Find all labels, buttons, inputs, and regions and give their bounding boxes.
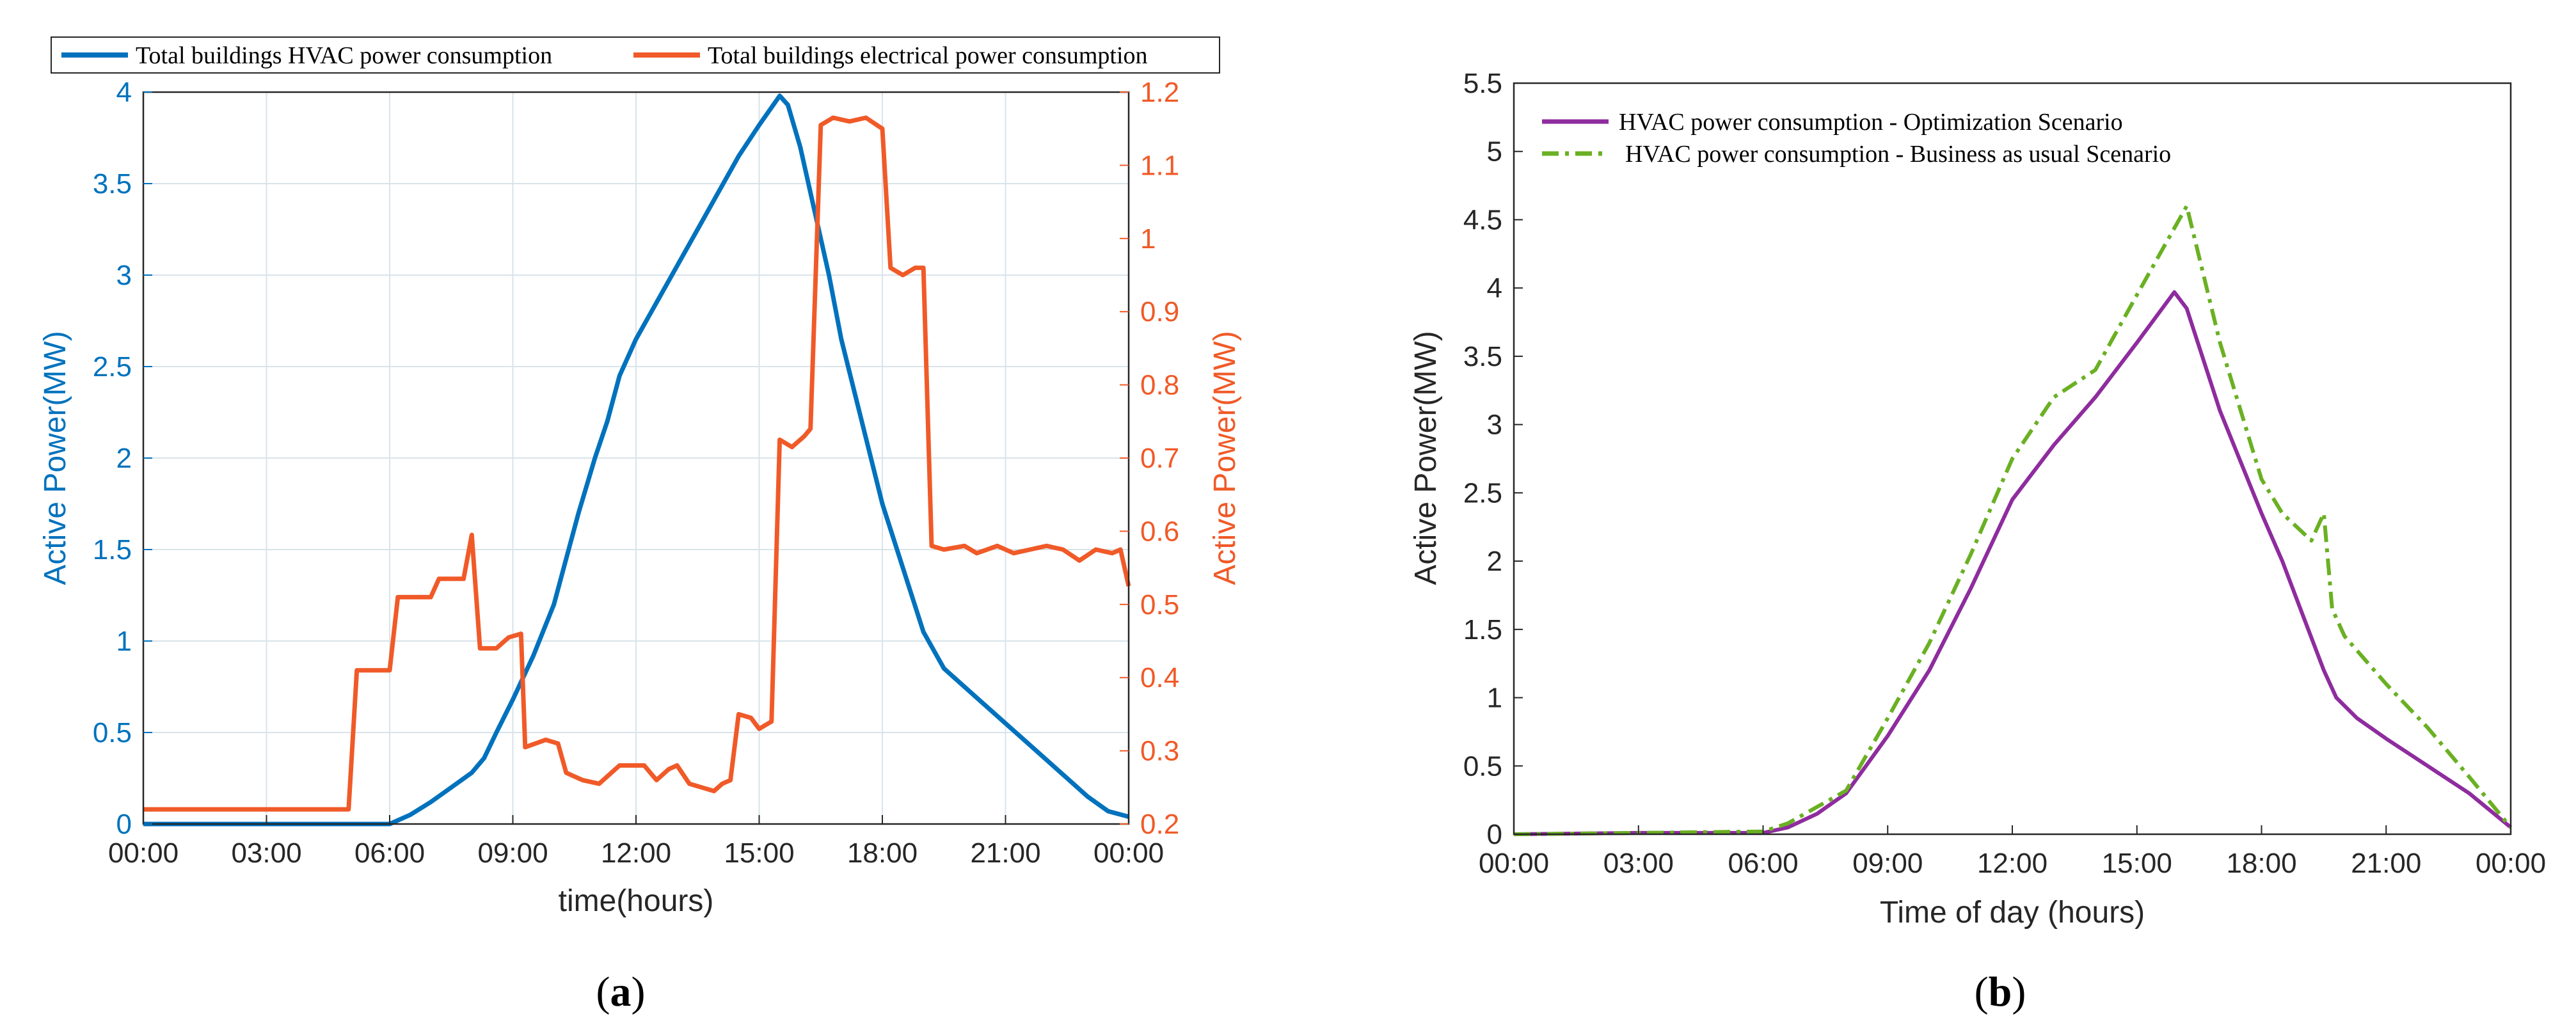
panel-a-x-tick-label: 12:00 <box>601 837 671 869</box>
legend-label-hvac: Total buildings HVAC power consumption <box>136 42 552 69</box>
panel-b-y-tick-label: 5.5 <box>1463 68 1502 99</box>
panel-a: 00:00 03:00 06:00 09:00 12:00 15:00 18:00 21:00… <box>38 36 1242 1015</box>
panel-a-left-y-tick-label: 0.5 <box>93 717 132 749</box>
panel-a-right-y-tick-label: 0.4 <box>1140 662 1179 693</box>
series-line-total-buildings-hvac-power-consumption <box>143 93 1129 827</box>
panel-b-x-tick-label: 21:00 <box>2351 848 2421 879</box>
panel-b-y-tick-label: 1 <box>1487 683 1502 714</box>
panel-a-left-y-ticks: 0 0.5 1 1.5 2 2.5 3 3.5 4 <box>93 77 152 840</box>
panel-b-y-tick-label: 1.5 <box>1463 614 1502 646</box>
panel-a-left-y-tick-label: 1.5 <box>93 534 132 566</box>
legend-label-electrical: Total buildings electrical power consump… <box>708 42 1148 69</box>
panel-a-right-y-tick-label: 0.7 <box>1140 443 1179 474</box>
panel-b-y-tick-label: 4.5 <box>1463 204 1502 235</box>
panel-a-x-tick-label: 09:00 <box>477 837 548 869</box>
panel-a-x-tick-label: 03:00 <box>231 837 301 869</box>
panel-b-x-ticks: 00:00 03:00 06:00 09:00 12:00 15:00 18:00 21:00… <box>1479 825 2546 879</box>
panel-a-right-y-tick-label: 0.9 <box>1140 296 1179 328</box>
series-line-hvac-power-consumption-business-as-usual-scenario <box>1513 204 2513 836</box>
panel-a-x-tick-label: 06:00 <box>354 837 425 869</box>
panel-b-x-tick-label: 12:00 <box>1977 848 2047 879</box>
panel-a-caption-letter: a <box>610 969 632 1015</box>
panel-b-y-tick-label: 2.5 <box>1463 477 1502 509</box>
panel-a-lines <box>143 93 1131 827</box>
series-line-total-buildings-electrical-power-consumption <box>143 115 1131 812</box>
panel-a-right-y-tick-label: 1.1 <box>1140 150 1179 181</box>
panel-b-y-tick-label: 3 <box>1487 409 1502 441</box>
panel-a-right-y-axis-label: Active Power(MW) <box>1208 331 1242 585</box>
legend-label-business-as-usual: HVAC power consumption - Business as usu… <box>1625 141 2171 168</box>
panel-b-y-tick-label: 3.5 <box>1463 341 1502 372</box>
panel-a-left-y-axis-label: Active Power(MW) <box>38 331 72 585</box>
panel-a-x-tick-label: 18:00 <box>847 837 918 869</box>
panel-b-y-tick-label: 5 <box>1487 136 1502 168</box>
panel-b-x-tick-label: 00:00 <box>2476 848 2546 879</box>
panel-a-right-y-ticks: 0.2 0.3 0.4 0.5 0.6 0.7 0.8 0.9 1 1.1 1.2 <box>1120 77 1179 840</box>
panel-a-x-tick-label: 00:00 <box>108 837 179 869</box>
panel-a-x-tick-label: 21:00 <box>970 837 1040 869</box>
legend-label-optimization: HVAC power consumption - Optimization Sc… <box>1619 109 2123 136</box>
panel-a-right-y-tick-label: 1 <box>1140 223 1156 255</box>
panel-b-x-tick-label: 00:00 <box>1479 848 1549 879</box>
panel-b-caption: (b) <box>1975 969 2026 1015</box>
panel-b-x-tick-label: 03:00 <box>1603 848 1674 879</box>
panel-b-y-axis-label: Active Power(MW) <box>1409 331 1443 585</box>
panel-a-x-tick-label: 00:00 <box>1093 837 1164 869</box>
panel-b-y-tick-label: 0.5 <box>1463 750 1502 782</box>
panel-b-x-tick-label: 18:00 <box>2226 848 2296 879</box>
series-line-hvac-power-consumption-optimization-scenario <box>1513 290 2512 836</box>
panel-a-legend: Total buildings HVAC power consumption T… <box>51 36 1220 74</box>
panel-b-y-tick-label: 2 <box>1487 546 1502 577</box>
panel-b-x-tick-label: 15:00 <box>2102 848 2172 879</box>
panel-a-grid <box>143 92 1129 824</box>
panel-b-y-ticks: 0 0.5 1 1.5 2 2.5 3 3.5 4 4.5 5 5.5 <box>1463 68 1523 850</box>
panel-b-x-tick-label: 06:00 <box>1728 848 1798 879</box>
panel-b-legend: HVAC power consumption - Optimization Sc… <box>1542 109 2171 168</box>
panel-a-left-y-tick-label: 1 <box>116 626 132 657</box>
panel-b: 00:00 03:00 06:00 09:00 12:00 15:00 18:00 21:00… <box>1409 68 2546 1015</box>
panel-b-x-tick-label: 09:00 <box>1852 848 1923 879</box>
panel-b-lines <box>1513 204 2513 836</box>
panel-b-caption-letter: b <box>1989 969 2012 1015</box>
panel-a-left-y-tick-label: 3 <box>116 260 132 291</box>
panel-a-right-y-tick-label: 0.6 <box>1140 516 1179 547</box>
panel-a-left-y-tick-label: 4 <box>116 77 132 108</box>
panel-a-left-y-tick-label: 3.5 <box>93 168 132 200</box>
panel-a-right-y-tick-label: 0.8 <box>1140 370 1179 401</box>
panel-a-left-y-tick-label: 2 <box>116 443 132 474</box>
panel-b-x-axis-label: Time of day (hours) <box>1880 896 2145 930</box>
panel-a-x-ticks: 00:00 03:00 06:00 09:00 12:00 15:00 18:00 21:00… <box>108 815 1164 869</box>
panel-b-y-tick-label: 4 <box>1487 273 1502 304</box>
panel-a-caption: (a) <box>596 969 646 1015</box>
panel-a-right-y-tick-label: 1.2 <box>1140 77 1179 108</box>
panel-a-x-tick-label: 15:00 <box>724 837 794 869</box>
panel-a-right-y-tick-label: 0.3 <box>1140 736 1179 767</box>
panel-a-right-y-tick-label: 0.2 <box>1140 809 1179 840</box>
panel-a-left-y-tick-label: 2.5 <box>93 351 132 383</box>
panel-a-x-axis-label: time(hours) <box>559 884 714 918</box>
panel-a-right-y-tick-label: 0.5 <box>1140 589 1179 621</box>
panel-b-y-tick-label: 0 <box>1487 819 1502 850</box>
panel-a-left-y-tick-label: 0 <box>116 809 132 840</box>
